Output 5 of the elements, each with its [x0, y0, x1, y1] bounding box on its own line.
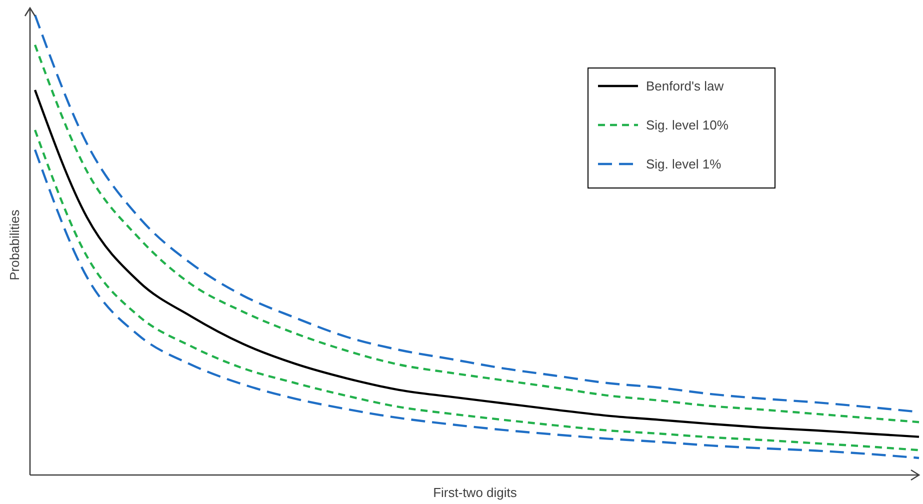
legend-label: Benford's law	[646, 78, 724, 94]
legend-label: Sig. level 1%	[646, 156, 722, 172]
y-axis-title: Probabilities	[7, 209, 22, 280]
legend-label: Sig. level 10%	[646, 118, 729, 132]
x-axis-title: First-two digits	[433, 485, 518, 500]
